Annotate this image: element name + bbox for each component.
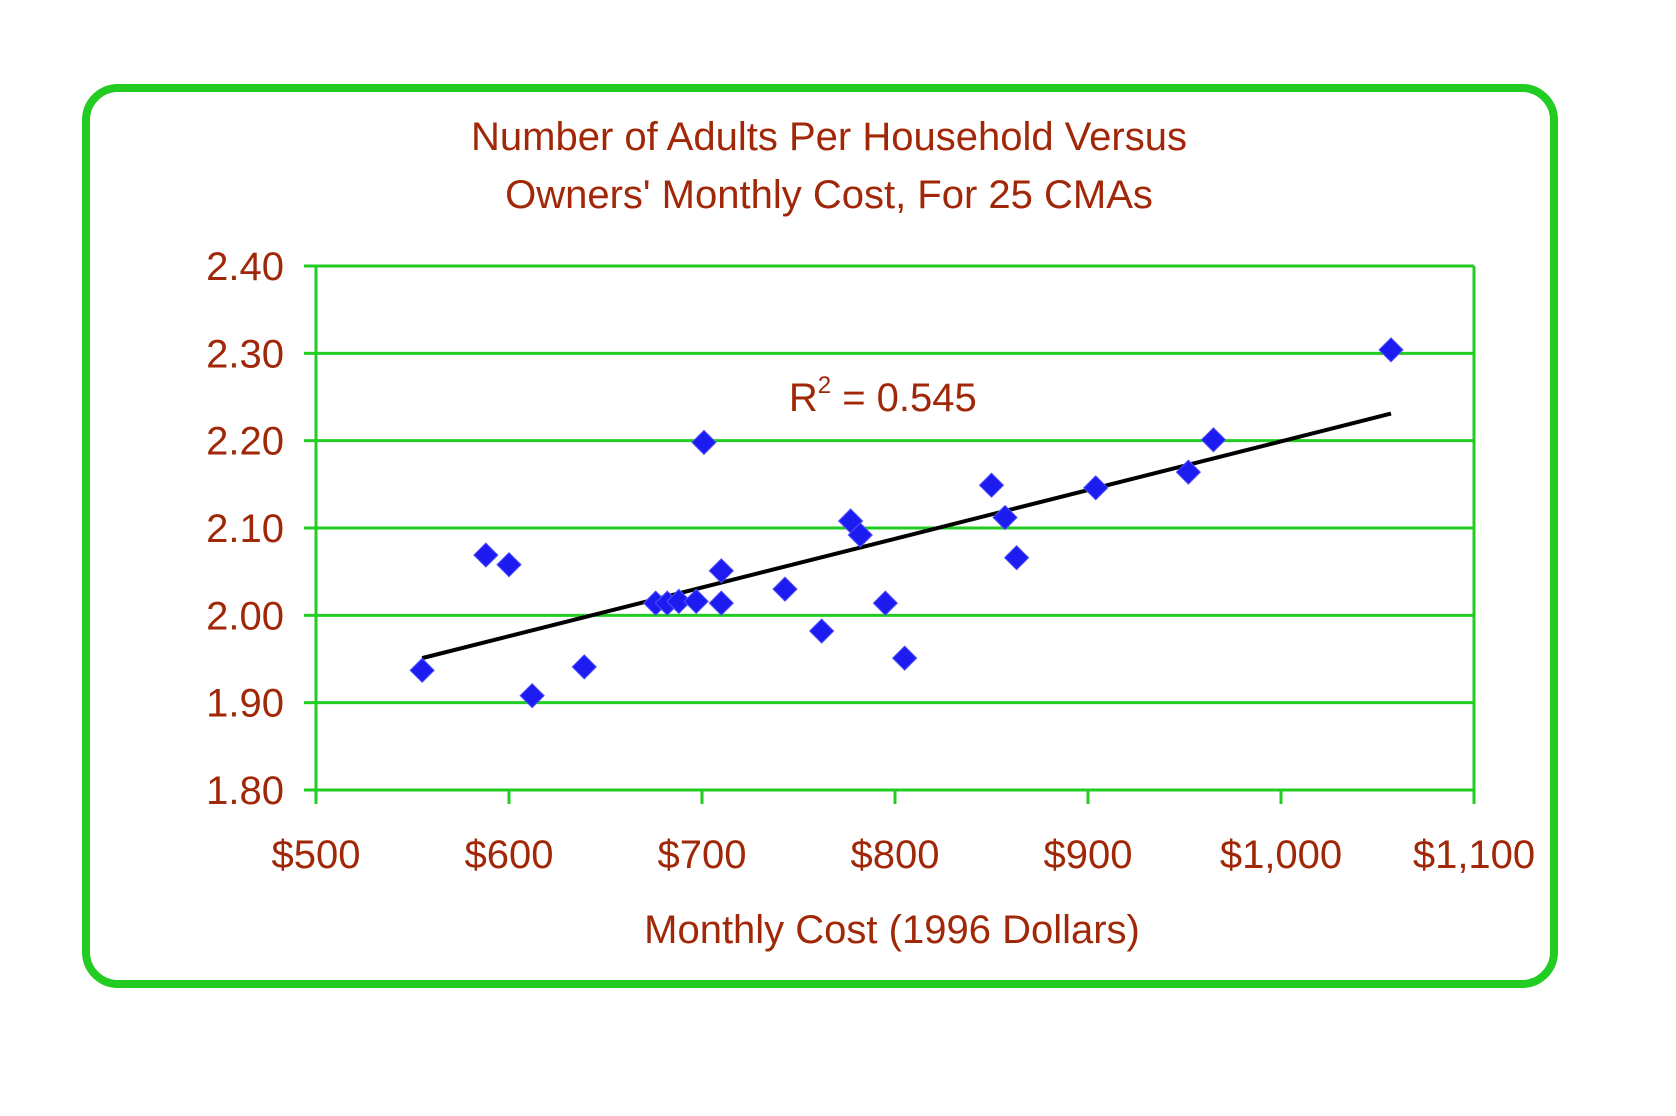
- data-point: [708, 590, 735, 616]
- trendline: [421, 411, 1392, 661]
- data-point: [1200, 427, 1227, 453]
- axes: [304, 264, 1476, 804]
- y-tick-label: 2.00: [206, 594, 284, 638]
- x-tick-label: $500: [272, 833, 361, 877]
- data-point: [496, 551, 522, 578]
- x-axis-title: Monthly Cost (1996 Dollars): [644, 908, 1140, 952]
- y-tick-label: 2.20: [206, 420, 284, 464]
- y-tick-label: 1.90: [206, 682, 284, 726]
- x-tick-label: $1,000: [1220, 833, 1342, 877]
- data-point: [708, 558, 735, 584]
- x-tick-label: $700: [658, 833, 747, 877]
- data-point: [872, 590, 899, 616]
- chart-title-line-1: Number of Adults Per Household Versus: [471, 115, 1187, 159]
- data-point: [666, 588, 692, 615]
- gridlines: [316, 264, 1476, 792]
- data-point: [891, 645, 918, 671]
- data-point: [691, 429, 717, 456]
- data-point: [1378, 337, 1404, 363]
- data-point: [571, 654, 597, 680]
- data-point: [1175, 459, 1202, 485]
- chart-frame: [82, 84, 1558, 988]
- x-tick-label: $800: [851, 833, 940, 877]
- data-points: [409, 337, 1404, 709]
- x-tick-label: $900: [1044, 833, 1133, 877]
- data-point: [1083, 475, 1109, 501]
- y-tick-label: 2.30: [206, 332, 284, 376]
- tick-labels: 1.80 1.90 2.00 2.10 2.20 2.30 2.40 $500 $600 $700…: [206, 245, 1535, 877]
- y-tick-label: 1.80: [206, 769, 284, 813]
- data-point: [683, 588, 709, 615]
- data-point: [772, 576, 798, 602]
- data-point: [519, 682, 545, 709]
- r-squared-base: R: [789, 376, 818, 420]
- data-point: [978, 472, 1005, 498]
- data-point: [847, 522, 873, 548]
- data-point: [1003, 544, 1030, 571]
- r-squared-annotation: R2 = 0.545: [789, 372, 977, 420]
- x-tick-label: $1,100: [1413, 833, 1535, 877]
- trendline-group: [421, 411, 1392, 661]
- y-tick-label: 2.10: [206, 507, 284, 551]
- x-tick-label: $600: [465, 833, 554, 877]
- y-tick-label: 2.40: [206, 245, 284, 289]
- data-point: [808, 618, 835, 644]
- data-point: [992, 504, 1018, 531]
- data-point: [473, 542, 499, 568]
- r-squared-superscript: 2: [818, 372, 831, 399]
- chart-title-line-2: Owners' Monthly Cost, For 25 CMAs: [505, 173, 1153, 217]
- r-squared-value: = 0.545: [831, 376, 977, 420]
- data-point: [409, 657, 435, 684]
